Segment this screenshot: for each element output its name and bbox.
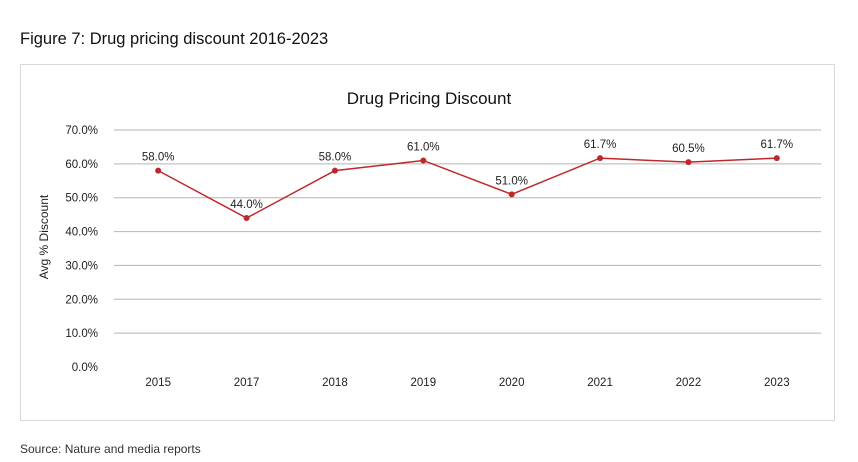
x-tick-label: 2018 <box>322 377 348 389</box>
data-point <box>155 167 162 174</box>
data-label: 61.7% <box>761 139 794 151</box>
data-point <box>420 157 427 164</box>
data-point <box>243 215 250 222</box>
y-tick-labels: 0.0% 10.0% 20.0% 30.0% 40.0% 50.0% 60.0% 70.0% <box>65 125 98 374</box>
data-label: 51.0% <box>495 175 528 187</box>
figure-title: Figure 7: Drug pricing discount 2016-202… <box>20 30 329 48</box>
chart-container: Drug Pricing Discount Avg % Discount 0.0… <box>20 64 835 421</box>
data-point <box>597 155 604 162</box>
x-tick-label: 2019 <box>411 377 437 389</box>
y-tick-label: 50.0% <box>65 193 98 205</box>
data-label: 58.0% <box>142 152 175 164</box>
x-tick-label: 2022 <box>676 377 702 389</box>
data-point <box>773 155 780 162</box>
y-tick-label: 70.0% <box>65 125 98 137</box>
data-points <box>155 155 780 222</box>
data-label: 58.0% <box>319 152 352 164</box>
data-label: 61.7% <box>584 139 617 151</box>
data-point <box>331 167 338 174</box>
x-tick-label: 2017 <box>234 377 260 389</box>
data-label: 61.0% <box>407 141 440 153</box>
series-line <box>157 157 777 219</box>
y-tick-label: 40.0% <box>65 227 98 239</box>
series-polyline <box>157 157 777 219</box>
source-note: Source: Nature and media reports <box>20 442 201 456</box>
x-tick-label: 2020 <box>499 377 525 389</box>
y-tick-label: 10.0% <box>65 328 98 340</box>
x-tick-label: 2021 <box>587 377 613 389</box>
x-tick-label: 2023 <box>764 377 790 389</box>
y-tick-label: 0.0% <box>72 362 98 374</box>
data-labels: 58.0% 44.0% 58.0% 61.0% 51.0% 61.7% 60.5% 61.7% <box>142 139 793 211</box>
grid-lines <box>114 129 821 334</box>
x-tick-labels: 2015 2017 2018 2019 2020 2021 2022 2023 <box>145 377 789 389</box>
chart-title: Drug Pricing Discount <box>347 89 512 108</box>
data-label: 44.0% <box>230 199 263 211</box>
y-tick-label: 60.0% <box>65 159 98 171</box>
x-tick-label: 2015 <box>145 377 171 389</box>
y-tick-label: 30.0% <box>65 260 98 272</box>
y-tick-label: 20.0% <box>65 294 98 306</box>
y-axis-title: Avg % Discount <box>37 194 51 279</box>
data-point <box>685 159 692 166</box>
data-label: 60.5% <box>672 143 705 155</box>
line-chart: Drug Pricing Discount Avg % Discount 0.0… <box>37 89 821 389</box>
data-point <box>508 191 515 198</box>
